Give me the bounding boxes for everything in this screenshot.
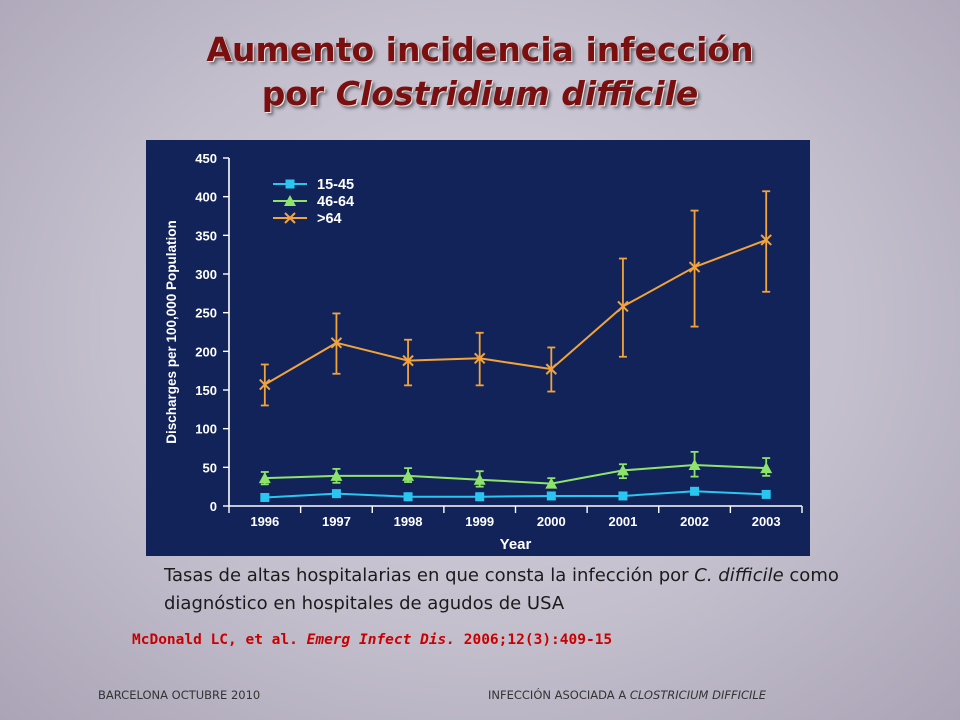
data-point-stroke-b — [473, 352, 486, 365]
data-point — [402, 469, 415, 481]
title-line-2: por Clostridium difficile — [0, 72, 960, 116]
data-point-stroke-b — [760, 234, 772, 246]
legend-label: >64 — [317, 211, 342, 227]
y-axis-title: Discharges per 100,000 Population — [164, 220, 179, 444]
data-point — [330, 337, 343, 349]
chart-axes: 0 50 100 150 200 250 300 350 400 450 1996 1997 1998 1… — [164, 151, 803, 553]
data-point — [690, 486, 700, 496]
figure-caption: Tasas de altas hospitalarias en que cons… — [164, 562, 844, 618]
footer-left: BARCELONA OCTUBRE 2010 — [98, 688, 261, 702]
y-tick-label: 150 — [195, 383, 217, 398]
footer-right-italic: CLOSTRICIUM DIFFICILE — [629, 688, 767, 702]
data-point-stroke-b — [330, 337, 343, 349]
series-line — [264, 239, 767, 386]
data-point — [330, 469, 343, 481]
data-point — [331, 489, 341, 499]
legend-label: 15-45 — [317, 177, 354, 193]
data-point-stroke-b — [688, 261, 701, 273]
legend-marker — [284, 195, 296, 206]
data-point — [473, 352, 486, 365]
data-point — [403, 492, 413, 502]
data-point — [473, 473, 486, 485]
y-tick-label: 400 — [195, 190, 217, 205]
citation-journal: Emerg Infect Dis. — [306, 632, 456, 648]
x-axis-title: Year — [500, 536, 532, 553]
legend-marker — [284, 212, 296, 224]
x-tick-label: 1999 — [465, 514, 494, 529]
caption-text-2: como diagnóstico en hospitales de agudos… — [164, 565, 839, 614]
series-0 — [260, 486, 771, 502]
y-tick-label: 200 — [195, 344, 217, 359]
data-point — [258, 472, 271, 484]
legend-marker-stroke-b — [284, 212, 296, 224]
data-point — [760, 234, 772, 246]
data-point-stroke-b — [545, 363, 558, 375]
series-1 — [258, 450, 773, 489]
data-point — [260, 492, 270, 502]
citation-authors: McDonald LC, et al. — [132, 632, 307, 648]
title-line-2-prefix: por — [261, 74, 336, 113]
citation: McDonald LC, et al. Emerg Infect Dis. 20… — [132, 632, 612, 648]
title-organism-name: Clostridium difficile — [335, 74, 699, 113]
footer-right-prefix: INFECCIÓN ASOCIADA A — [488, 688, 630, 702]
slide-title: Aumento incidencia infección por Clostri… — [0, 28, 960, 116]
y-tick-label: 50 — [203, 460, 217, 475]
series-line — [264, 490, 767, 499]
data-point — [618, 491, 628, 501]
data-point — [761, 489, 771, 499]
series-line — [264, 464, 767, 485]
y-tick-label: 450 — [195, 151, 217, 166]
chart-panel: 0 50 100 150 200 250 300 350 400 450 1996 1997 1998 1… — [146, 140, 810, 556]
data-point — [475, 492, 485, 502]
data-point-stroke-b — [259, 378, 271, 391]
caption-organism: C. difficile — [694, 565, 784, 586]
data-point — [688, 459, 701, 471]
y-tick-label: 100 — [195, 422, 217, 437]
x-tick-label: 2003 — [752, 514, 781, 529]
legend-label: 46-64 — [317, 194, 354, 210]
data-point — [760, 462, 773, 474]
legend-marker — [285, 179, 295, 189]
title-line-1: Aumento incidencia infección — [206, 30, 754, 69]
y-tick-label: 350 — [195, 228, 217, 243]
caption-text-1: Tasas de altas hospitalarias en que cons… — [164, 565, 695, 586]
line-chart: 0 50 100 150 200 250 300 350 400 450 1996 1997 1998 1… — [164, 151, 803, 553]
data-point-stroke-b — [402, 354, 414, 367]
chart-series-layer — [258, 190, 773, 502]
x-tick-label: 2001 — [608, 514, 637, 529]
x-tick-label: 2002 — [680, 514, 709, 529]
y-tick-label: 0 — [210, 499, 217, 514]
y-tick-label: 300 — [195, 267, 217, 282]
data-point — [688, 261, 701, 273]
data-point-stroke-b — [617, 300, 629, 313]
data-point — [402, 354, 414, 367]
x-tick-label: 2000 — [537, 514, 566, 529]
x-tick-label: 1997 — [322, 514, 351, 529]
data-point — [259, 378, 271, 391]
footer-right: INFECCIÓN ASOCIADA A CLOSTRICIUM DIFFICI… — [488, 688, 766, 702]
x-tick-label: 1996 — [250, 514, 279, 529]
y-tick-label: 250 — [195, 306, 217, 321]
data-point — [616, 464, 629, 476]
data-point — [546, 491, 556, 501]
data-point — [545, 363, 558, 375]
series-2 — [259, 190, 772, 407]
citation-reference: 2006;12(3):409-15 — [455, 632, 613, 648]
data-point — [545, 477, 558, 489]
data-point — [617, 300, 629, 313]
x-tick-label: 1998 — [394, 514, 423, 529]
